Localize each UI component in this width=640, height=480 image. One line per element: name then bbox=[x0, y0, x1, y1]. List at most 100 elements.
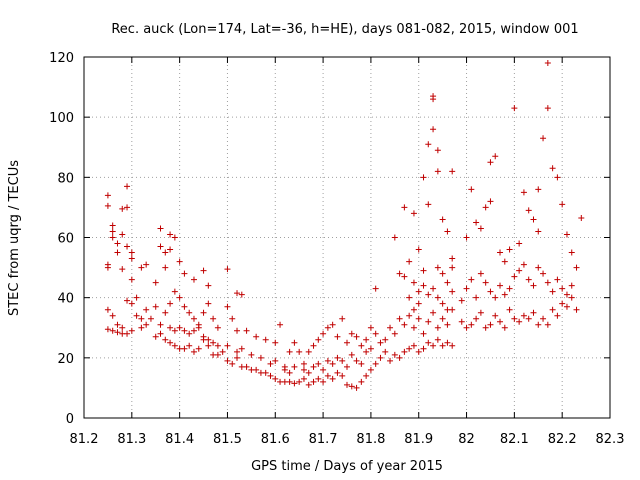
data-point bbox=[262, 369, 269, 376]
data-point bbox=[128, 255, 135, 262]
data-point bbox=[410, 279, 417, 286]
data-point bbox=[138, 324, 145, 331]
data-point bbox=[367, 366, 374, 373]
data-point bbox=[544, 60, 551, 67]
y-tick-label: 80 bbox=[57, 171, 74, 186]
data-point bbox=[272, 375, 279, 382]
data-point bbox=[344, 381, 350, 388]
data-point bbox=[305, 369, 312, 376]
data-point bbox=[229, 360, 236, 367]
data-point bbox=[157, 243, 164, 250]
data-point bbox=[291, 339, 298, 346]
data-point bbox=[324, 372, 331, 379]
data-point bbox=[296, 378, 303, 385]
data-point bbox=[492, 153, 499, 160]
data-point bbox=[128, 300, 135, 307]
data-point bbox=[162, 336, 169, 343]
y-tick-label: 20 bbox=[57, 352, 74, 367]
data-point bbox=[114, 249, 121, 256]
data-point bbox=[205, 336, 212, 343]
data-point bbox=[234, 354, 241, 361]
data-point bbox=[554, 312, 561, 319]
data-point bbox=[540, 270, 547, 277]
data-point bbox=[516, 267, 523, 274]
data-point bbox=[234, 348, 241, 355]
data-point bbox=[320, 330, 327, 337]
data-point bbox=[487, 288, 494, 295]
data-point bbox=[267, 360, 274, 367]
data-point bbox=[458, 297, 465, 304]
data-point bbox=[224, 342, 231, 349]
data-point bbox=[501, 291, 508, 298]
data-point bbox=[167, 231, 174, 238]
data-point bbox=[124, 204, 131, 211]
data-point bbox=[487, 159, 494, 166]
data-point bbox=[377, 339, 384, 346]
data-point bbox=[358, 360, 365, 367]
data-point bbox=[506, 246, 513, 253]
data-point bbox=[272, 357, 279, 364]
chart-title: Rec. auck (Lon=174, Lat=-36, h=HE), days… bbox=[111, 22, 578, 37]
data-point bbox=[425, 201, 432, 208]
data-point bbox=[200, 309, 207, 316]
data-point bbox=[449, 264, 456, 271]
data-point bbox=[516, 318, 523, 325]
data-point bbox=[578, 214, 585, 221]
data-point bbox=[310, 363, 317, 370]
data-point bbox=[406, 345, 413, 352]
data-point bbox=[430, 285, 437, 292]
data-point bbox=[535, 228, 542, 235]
data-point bbox=[181, 303, 188, 310]
data-point bbox=[214, 351, 221, 358]
data-point bbox=[281, 366, 288, 373]
y-axis: 0 20 40 60 80 100 120 bbox=[49, 51, 610, 427]
data-point bbox=[186, 309, 193, 316]
data-point bbox=[420, 345, 427, 352]
data-point bbox=[152, 333, 159, 340]
data-point bbox=[109, 222, 116, 229]
data-point bbox=[497, 249, 504, 256]
data-point bbox=[214, 324, 221, 331]
data-point bbox=[128, 249, 135, 256]
data-point bbox=[124, 297, 131, 304]
data-point bbox=[401, 204, 408, 211]
data-point bbox=[477, 270, 484, 277]
data-point bbox=[525, 276, 532, 283]
data-point bbox=[439, 300, 446, 307]
data-point bbox=[444, 228, 451, 235]
data-point bbox=[162, 249, 169, 256]
data-point bbox=[382, 348, 389, 355]
data-point bbox=[176, 324, 183, 331]
data-point bbox=[243, 363, 250, 370]
data-point bbox=[497, 282, 504, 289]
data-point bbox=[200, 267, 207, 274]
data-point bbox=[315, 360, 322, 367]
data-point bbox=[205, 282, 212, 289]
data-point bbox=[205, 342, 212, 349]
data-point bbox=[444, 339, 451, 346]
data-point bbox=[520, 312, 527, 319]
data-point bbox=[463, 324, 470, 331]
data-point bbox=[138, 315, 145, 322]
data-point bbox=[434, 324, 441, 331]
data-point bbox=[104, 326, 111, 333]
data-point bbox=[210, 315, 217, 322]
data-point bbox=[401, 321, 408, 328]
data-point bbox=[563, 231, 570, 238]
data-point bbox=[391, 234, 398, 241]
data-point bbox=[559, 201, 566, 208]
data-point bbox=[124, 183, 131, 190]
data-point bbox=[425, 318, 432, 325]
data-point bbox=[492, 294, 499, 301]
data-point bbox=[257, 354, 264, 361]
data-point bbox=[195, 324, 202, 331]
data-point bbox=[353, 333, 360, 340]
data-point bbox=[300, 366, 307, 373]
data-point bbox=[167, 339, 174, 346]
data-point bbox=[176, 258, 183, 265]
data-point bbox=[396, 315, 403, 322]
data-point bbox=[181, 270, 188, 277]
y-axis-label: STEC from uqrg / TECUs bbox=[7, 160, 22, 316]
data-point bbox=[277, 321, 284, 328]
data-point bbox=[387, 357, 394, 364]
